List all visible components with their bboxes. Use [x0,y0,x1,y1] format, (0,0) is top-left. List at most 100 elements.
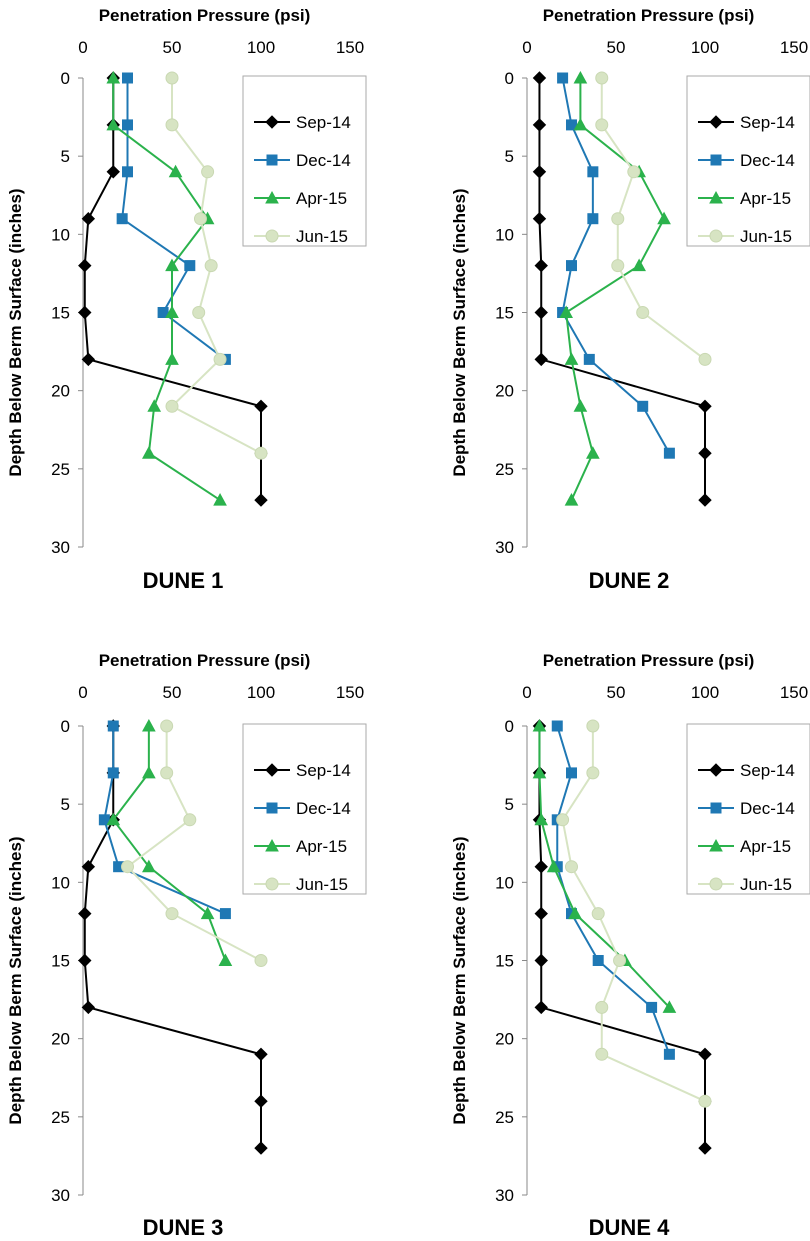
x-axis-title: Penetration Pressure (psi) [543,6,755,25]
series-line [103,726,226,915]
x-tick-label: 150 [336,683,364,702]
legend-label: Apr-15 [296,189,347,208]
data-point [254,1047,268,1062]
data-point [534,953,548,968]
series-jun-15 [121,719,268,967]
legend-label: Dec-14 [296,151,351,170]
legend-label: Sep-14 [740,113,795,132]
y-axis-title: Depth Below Berm Surface (inches) [6,188,25,476]
data-point [183,813,197,827]
y-tick-label: 0 [61,717,70,736]
data-point [586,766,600,780]
series-apr-15 [106,718,233,966]
y-axis-title: Depth Below Berm Surface (inches) [6,836,25,1124]
data-point [160,719,174,733]
series-apr-15 [532,718,677,1013]
y-tick-label: 10 [51,873,70,892]
legend-label: Jun-15 [740,227,792,246]
data-point [254,493,268,507]
series-line [565,78,666,501]
legend-marker [709,763,723,777]
legend-label: Apr-15 [296,837,347,856]
y-tick-label: 0 [505,717,514,736]
y-tick-label: 20 [51,382,70,401]
x-tick-label: 100 [247,38,275,57]
y-tick-label: 25 [495,1108,514,1127]
data-point [532,765,547,779]
y-tick-label: 15 [51,304,70,323]
data-point [532,118,547,132]
data-point [662,1000,677,1013]
data-point [546,859,561,873]
data-point [534,352,548,367]
data-point [142,446,156,459]
legend: Sep-14 Dec-14 Apr-15 Jun-15 [242,75,367,247]
data-point [107,720,119,732]
data-point [532,211,547,226]
series-dec-14 [557,72,675,459]
data-point [551,720,563,732]
x-tick-label: 100 [247,683,275,702]
data-point [534,906,548,921]
series-jun-15 [595,71,712,366]
y-tick-label: 30 [495,1186,514,1205]
data-point [122,119,133,131]
data-point [106,165,120,179]
chart-title: DUNE 1 [143,568,224,593]
y-tick-label: 0 [505,69,514,88]
data-point [147,399,162,412]
data-point [204,259,218,273]
data-point [116,213,128,225]
data-point [165,305,179,318]
data-point [565,860,578,874]
x-tick-label: 100 [691,683,719,702]
series-line [83,726,262,1149]
data-point [632,258,646,272]
y-tick-label: 5 [505,795,514,814]
data-point [142,718,156,732]
series-jun-15 [556,719,712,1108]
legend-label: Sep-14 [740,761,795,780]
data-point [564,493,579,506]
data-point [254,399,268,414]
legend-label: Dec-14 [296,799,351,818]
data-point [142,859,156,873]
data-point [254,1141,268,1155]
x-tick-label: 50 [607,38,626,57]
data-point [583,353,595,365]
y-tick-label: 30 [51,1186,70,1205]
chart-panel-2: Penetration Pressure (psi) 0 50 100 150 0 5 10 1… [450,6,810,593]
data-point [165,352,179,365]
data-point [78,258,92,273]
x-axis-title: Penetration Pressure (psi) [99,6,311,25]
legend-marker [265,229,279,243]
data-point [595,1047,609,1061]
series-dec-14 [551,720,675,1060]
data-point [201,165,215,179]
series-dec-14 [98,720,231,920]
legend-marker [265,115,279,129]
chart-title: DUNE 3 [143,1215,224,1240]
data-point [636,306,650,319]
data-point [157,307,169,318]
data-point [573,70,588,84]
x-tick-label: 150 [780,38,808,57]
y-tick-label: 10 [495,873,514,892]
chart-title: DUNE 2 [589,568,670,593]
series-line [561,726,706,1103]
data-point [637,400,649,412]
data-point [160,766,174,780]
x-tick-label: 50 [163,683,182,702]
series-line [126,726,262,962]
series-sep-14 [532,719,712,1155]
data-point [566,767,577,779]
legend-marker [265,763,279,777]
series-line [538,78,706,501]
series-line [112,78,221,501]
chart-panel-1: Penetration Pressure (psi) 0 50 100 150 0 5 10 1… [6,6,367,593]
data-point [586,446,600,459]
data-point [573,399,588,412]
y-tick-label: 20 [495,382,514,401]
y-tick-label: 30 [51,538,70,557]
